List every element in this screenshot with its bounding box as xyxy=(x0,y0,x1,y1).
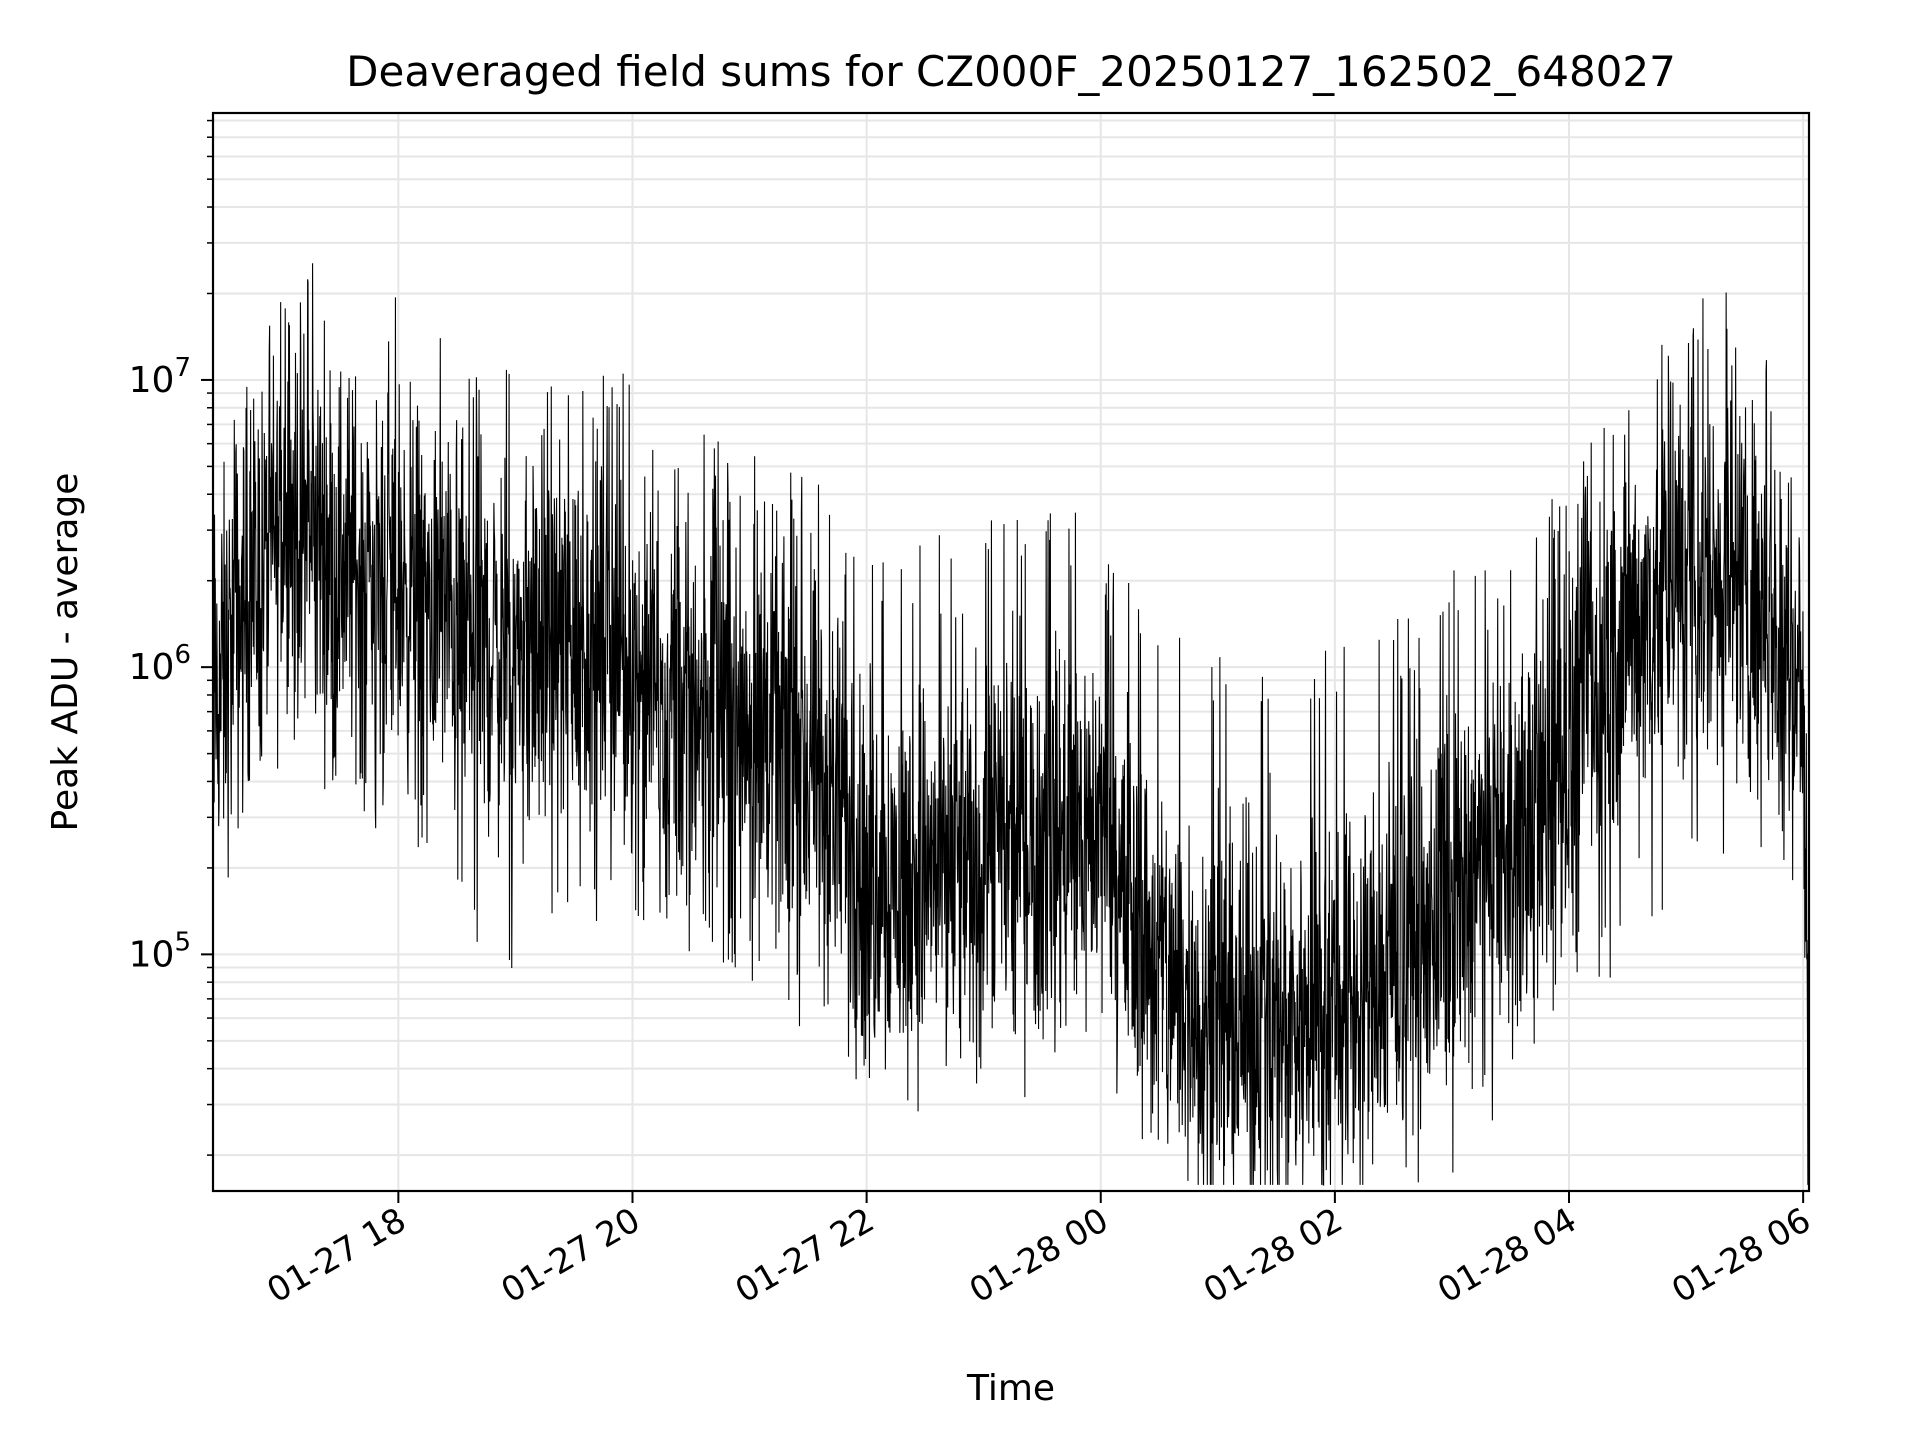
plot-frame xyxy=(211,111,1811,1193)
chart-title: Deaveraged field sums for CZ000F_2025012… xyxy=(346,47,1676,96)
y-tick-label: 106 xyxy=(129,640,191,688)
y-tick-label: 107 xyxy=(129,353,191,401)
y-axis: 105 106 107 xyxy=(129,119,213,1156)
data-series xyxy=(212,263,1810,1186)
series-line xyxy=(212,263,1810,1186)
x-axis-label: Time xyxy=(966,1368,1055,1409)
y-tick-label: 105 xyxy=(129,927,191,975)
y-axis-label: Peak ADU - average xyxy=(45,473,86,832)
